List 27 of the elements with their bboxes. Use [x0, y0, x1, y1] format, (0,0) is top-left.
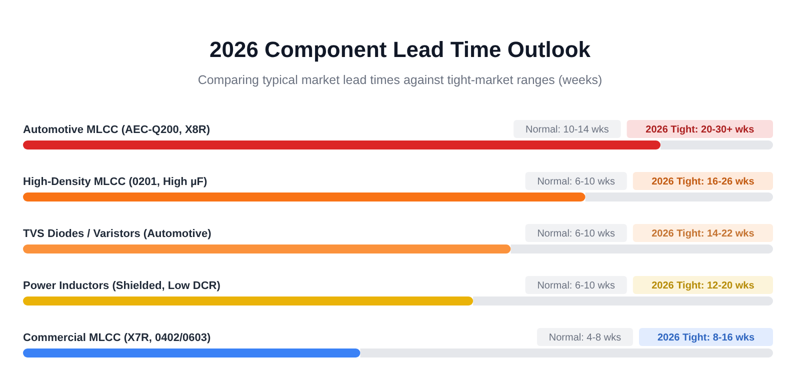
normal-range-tag: Normal: 10-14 wks: [514, 120, 621, 138]
annotation: Normal: 4-8 wks: [548, 332, 622, 344]
annotation: Normal: 10-14 wks: [526, 124, 609, 136]
tight-range-tag: 2026 Tight: 12-20 wks: [632, 276, 773, 294]
normal-range-tag: Normal: 6-10 wks: [525, 276, 627, 294]
annotation: 2026 Tight: 12-20 wks: [652, 280, 755, 292]
y-tick-label: TVS Diodes / Varistors (Automotive): [23, 228, 212, 240]
normal-range-tag: Normal: 6-10 wks: [525, 224, 627, 242]
y-tick-label: Power Inductors (Shielded, Low DCR): [23, 280, 221, 292]
chart-title: 2026 Component Lead Time Outlook: [210, 37, 592, 62]
tight-range-tag: 2026 Tight: 14-22 wks: [632, 224, 773, 242]
annotation: Normal: 6-10 wks: [537, 228, 616, 240]
chart-subtitle: Comparing typical market lead times against tight-market ranges (weeks): [198, 73, 602, 87]
y-tick-label: High-Density MLCC (0201, High µF): [23, 176, 208, 188]
normal-range-tag: Normal: 4-8 wks: [537, 328, 633, 346]
annotation: 2026 Tight: 20-30+ wks: [646, 124, 755, 136]
y-tick-label: Commercial MLCC (X7R, 0402/0603): [23, 332, 212, 344]
tight-range-tag: 2026 Tight: 20-30+ wks: [626, 120, 773, 138]
tight-range-tag: 2026 Tight: 8-16 wks: [639, 328, 773, 346]
normal-range-tag: Normal: 6-10 wks: [525, 172, 627, 190]
annotation: 2026 Tight: 8-16 wks: [657, 332, 755, 344]
y-tick-label: Automotive MLCC (AEC-Q200, X8R): [23, 124, 210, 136]
annotation: 2026 Tight: 16-26 wks: [652, 176, 755, 188]
annotation: Normal: 6-10 wks: [537, 176, 616, 188]
annotation: 2026 Tight: 14-22 wks: [652, 228, 755, 240]
tight-range-tag: 2026 Tight: 16-26 wks: [632, 172, 773, 190]
annotation: Normal: 6-10 wks: [537, 280, 616, 292]
